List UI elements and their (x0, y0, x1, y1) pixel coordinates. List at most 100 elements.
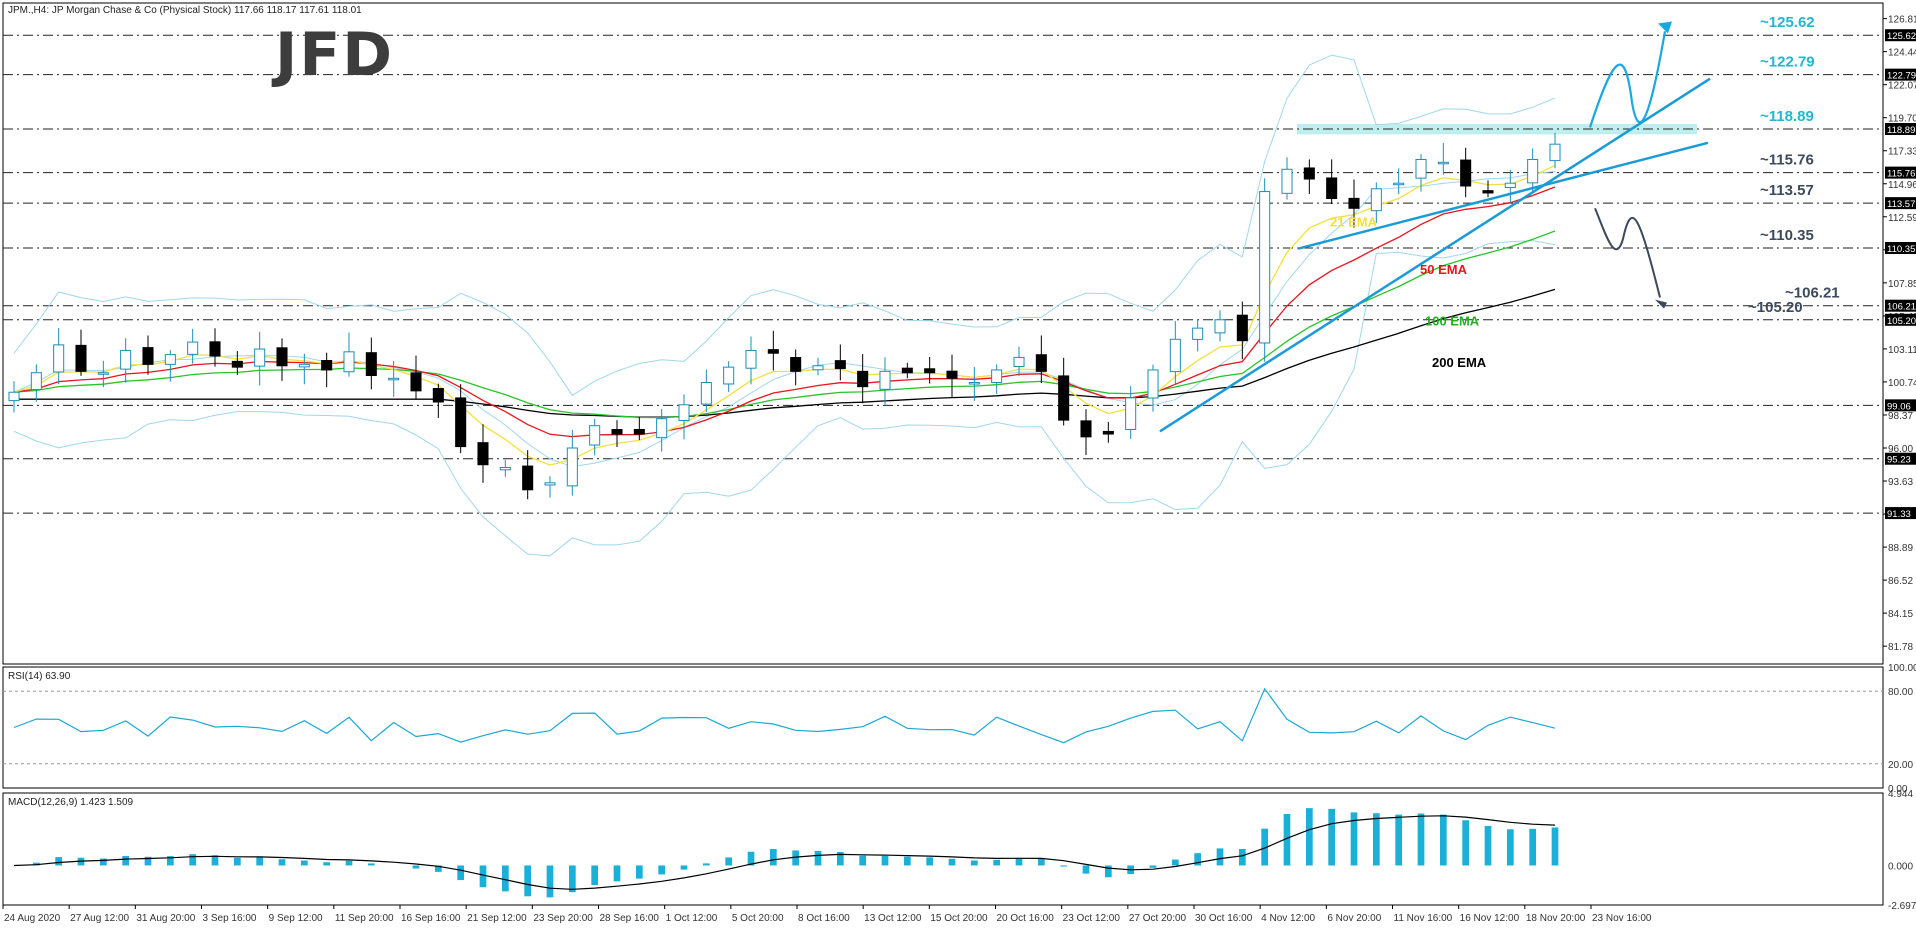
ema-21-label: 21 EMA (1330, 214, 1378, 229)
candle-body (231, 360, 243, 368)
time-axis-label: 9 Sep 12:00 (269, 913, 323, 924)
candle-body (700, 381, 712, 405)
candle-body (1437, 161, 1449, 165)
candle-body (1326, 177, 1338, 200)
level-price-tag (1885, 68, 1916, 81)
candle-body (410, 372, 422, 392)
bearish-scenario-arrow (1594, 207, 1661, 298)
candle-body (120, 349, 132, 370)
candle-body (1303, 167, 1315, 180)
candle-body (611, 429, 623, 435)
candle-body (857, 370, 869, 388)
candle-body (187, 341, 199, 355)
level-price-tag-label: 105.20 (1887, 316, 1916, 327)
macd-label: MACD(12,26,9) 1.423 1.509 (8, 797, 134, 808)
ema-50-line (13, 186, 1556, 438)
rsi-axis-tick: 80.00 (1888, 687, 1913, 698)
candle-body (432, 388, 444, 403)
time-axis-label: 11 Nov 16:00 (1394, 913, 1453, 924)
price-tick-label: 103.11 (1888, 345, 1916, 356)
time-axis-label: 1 Oct 12:00 (666, 913, 718, 924)
ema-50-label: 50 EMA (1420, 262, 1468, 277)
bearish-arrowhead (1655, 299, 1667, 309)
candle-body (455, 397, 467, 448)
candle-body (388, 377, 400, 381)
bollinger-upper (13, 54, 1556, 397)
candle-body (745, 349, 757, 369)
price-tick-label: 93.63 (1888, 477, 1913, 488)
candle-body (633, 428, 645, 435)
time-axis-label: 11 Sep 20:00 (335, 913, 394, 924)
level-price-tag (1885, 313, 1916, 326)
candle-body (1348, 197, 1360, 209)
time-axis-label: 6 Nov 20:00 (1327, 913, 1381, 924)
level-annotation: ~113.57 (1760, 182, 1814, 199)
candle-body (30, 372, 42, 391)
candle-body (321, 359, 333, 371)
level-price-tag (1885, 197, 1916, 210)
candle-body (1482, 190, 1494, 194)
macd-signal-line (13, 815, 1556, 890)
rsi-axis-tick: 0.00 (1888, 784, 1908, 795)
level-price-tag-label: 110.35 (1887, 244, 1915, 255)
price-tick-label: 112.59 (1888, 213, 1916, 224)
candle-body (8, 391, 20, 402)
main-pane-frame (2, 2, 1884, 665)
price-tick-label: 81.78 (1888, 642, 1913, 653)
ema-200-label: 200 EMA (1432, 355, 1487, 370)
time-axis-label: 13 Oct 12:00 (864, 913, 922, 924)
time-axis-label: 16 Nov 12:00 (1460, 913, 1520, 924)
time-axis-label: 16 Sep 16:00 (401, 913, 461, 924)
candle-body (1125, 397, 1137, 431)
level-price-tag (1885, 242, 1916, 255)
time-axis-label: 20 Oct 16:00 (997, 913, 1055, 924)
time-axis-label: 23 Nov 16:00 (1592, 913, 1652, 924)
time-axis-label: 31 Aug 20:00 (136, 913, 195, 924)
level-price-tag-label: 91.33 (1887, 509, 1911, 520)
candle-body (790, 357, 802, 372)
candle-body (365, 352, 377, 377)
time-axis-label: 3 Sep 16:00 (203, 913, 257, 924)
ascending-trendline (1159, 77, 1711, 433)
candle-body (1080, 420, 1092, 438)
candle-body (142, 347, 154, 365)
candle-body (879, 370, 891, 390)
candle-body (343, 351, 355, 373)
candle-body (477, 442, 489, 466)
level-price-tag (1885, 507, 1916, 520)
candle-body (298, 363, 310, 368)
rsi-axis-tick: 20.00 (1888, 760, 1913, 771)
bullish-scenario-arrow (1588, 31, 1667, 128)
candle-body (97, 372, 109, 375)
jfd-logo: JFD (275, 20, 395, 90)
price-tick-label: 96.00 (1888, 444, 1913, 455)
level-price-tag-label: 122.79 (1887, 71, 1916, 82)
candle-body (1192, 327, 1204, 340)
macd-axis-tick: -2.697 (1888, 901, 1916, 912)
level-price-tag (1885, 166, 1916, 179)
candle-body (164, 354, 176, 365)
time-axis-label: 23 Oct 12:00 (1063, 913, 1121, 924)
time-axis-label: 28 Sep 16:00 (600, 913, 660, 924)
time-axis-label: 8 Oct 16:00 (798, 913, 850, 924)
candle-body (1460, 159, 1472, 187)
rsi-pane-frame (2, 666, 1884, 789)
candle-body (812, 365, 824, 371)
candle-body (946, 370, 958, 379)
level-price-tag (1885, 122, 1916, 135)
candle-body (522, 465, 534, 491)
level-annotation: ~118.89 (1760, 108, 1814, 125)
price-tick-label: 100.74 (1888, 378, 1916, 389)
candle-body (544, 482, 556, 486)
rsi-axis-tick: 100.00 (1888, 663, 1916, 674)
price-tick-label: 119.70 (1888, 114, 1916, 125)
price-tick-label: 84.15 (1888, 609, 1913, 620)
chart-header-title: JPM.,H4: JP Morgan Chase & Co (Physical … (8, 5, 362, 16)
time-axis-label: 18 Nov 20:00 (1526, 913, 1586, 924)
price-tick-label: 117.33 (1888, 147, 1916, 158)
rsi-line (13, 687, 1556, 744)
candle-body (1281, 168, 1293, 194)
price-tick-label: 86.52 (1888, 576, 1913, 587)
candle-body (1013, 356, 1025, 368)
candle-body (1527, 159, 1539, 184)
